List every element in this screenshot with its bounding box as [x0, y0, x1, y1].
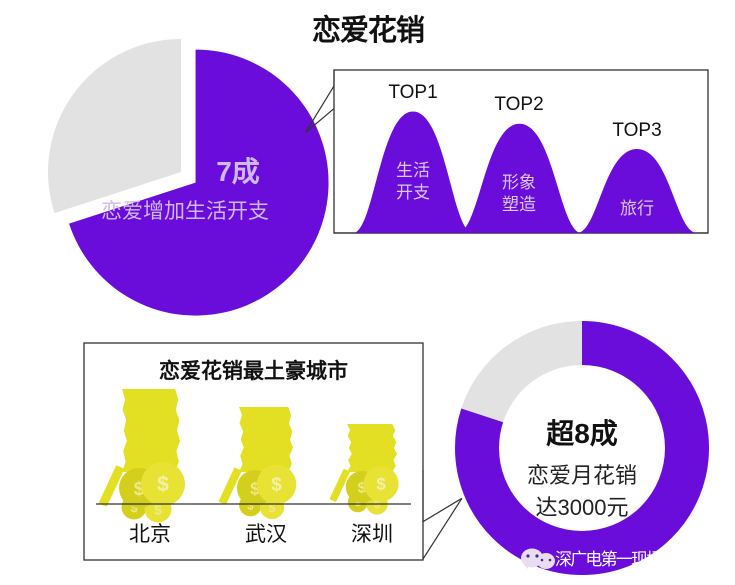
- svg-text:深广电第一现场: 深广电第一现场: [555, 550, 662, 569]
